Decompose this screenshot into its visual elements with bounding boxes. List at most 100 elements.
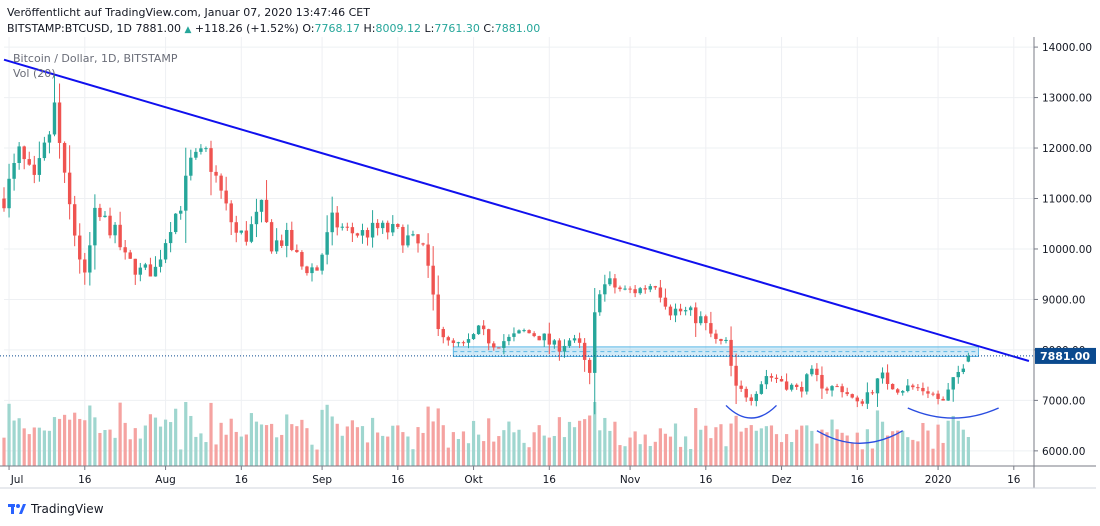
- candle-body: [461, 342, 466, 344]
- y-tick-label: 12000.00: [1042, 143, 1092, 155]
- volume-bar: [446, 447, 450, 466]
- candle-body: [244, 230, 249, 242]
- candle-body: [441, 329, 445, 338]
- volume-bar: [32, 427, 36, 466]
- candle-body: [542, 333, 546, 341]
- candle-body: [880, 372, 885, 379]
- volume-bar: [436, 408, 440, 466]
- volume-bar: [820, 429, 824, 466]
- volume-bar: [643, 434, 647, 466]
- candle-body: [355, 233, 360, 236]
- candle-body: [946, 389, 950, 401]
- candle-body: [158, 259, 163, 267]
- candle-body: [451, 340, 456, 343]
- volume-bar: [482, 441, 486, 466]
- volume-bar: [790, 442, 794, 466]
- x-axis-labels: Jul 16 Aug 16 Sep 16 Okt 16 Nov 16 Dez 16 2020 16: [8, 466, 1021, 486]
- volume-bar: [350, 420, 354, 466]
- close-value: 7881.00: [494, 22, 541, 35]
- volume-bar: [320, 409, 324, 466]
- volume-bar: [734, 415, 738, 466]
- candle-body: [234, 222, 238, 233]
- volume-bar: [214, 444, 218, 466]
- candle-body: [330, 212, 334, 233]
- volume-bar: [714, 427, 718, 466]
- volume-bar: [497, 436, 501, 466]
- volume-bar: [2, 437, 6, 466]
- volume-bar: [295, 426, 299, 466]
- volume-bar: [638, 444, 642, 466]
- volume-bar: [62, 414, 67, 466]
- volume-bar: [946, 420, 950, 466]
- volume-bar: [118, 402, 122, 466]
- candle-body: [431, 265, 435, 295]
- volume-bar: [588, 415, 592, 466]
- y-axis-labels: 14000.00 13000.00 12000.00 11000.00 10000.00…: [1034, 42, 1092, 458]
- candle-body: [810, 368, 814, 375]
- y-tick-label: 6000.00: [1042, 446, 1085, 458]
- candle-body: [562, 345, 567, 352]
- candle-body: [557, 340, 562, 352]
- volume-bar: [875, 410, 880, 466]
- volume-bar: [391, 425, 395, 466]
- candle-body: [168, 232, 173, 244]
- candle-body: [901, 391, 905, 393]
- volume-bar: [512, 432, 516, 466]
- x-tick-label: Sep: [312, 474, 332, 486]
- candle-body: [603, 284, 607, 295]
- candle-body: [628, 288, 632, 290]
- candle-body: [961, 368, 966, 372]
- trendline-path: [3, 58, 1030, 362]
- candle-body: [2, 198, 6, 209]
- volume-bar: [239, 436, 243, 466]
- volume-bar: [290, 424, 294, 466]
- candle-body: [931, 393, 935, 395]
- candle-body: [729, 339, 733, 366]
- candle-body: [633, 289, 637, 294]
- candle-body: [113, 224, 117, 236]
- candle-body: [62, 142, 67, 173]
- candle-body: [204, 148, 208, 150]
- pattern-arc: [816, 430, 904, 444]
- volume-bar: [532, 432, 536, 466]
- volume-bar: [133, 428, 137, 466]
- volume-bar: [961, 429, 965, 466]
- volume-bar: [179, 449, 183, 466]
- volume-bar: [466, 443, 471, 466]
- ohlc-line: BITSTAMP:BTCUSD, 1D 7881.00 ▲ +118.26 (+…: [7, 22, 540, 35]
- volume-bar: [426, 406, 430, 466]
- volume-bar: [68, 419, 72, 466]
- open-value: 7768.17: [314, 22, 361, 35]
- candle-body: [522, 330, 526, 332]
- candle-body: [699, 316, 703, 324]
- pattern-arcs: [725, 404, 999, 444]
- candle-body: [375, 222, 380, 229]
- candle-body: [320, 254, 324, 271]
- volume-bar: [138, 438, 142, 466]
- volume-bar: [98, 432, 102, 466]
- candle-body: [179, 210, 183, 214]
- candle-body: [744, 388, 748, 398]
- candle-body: [133, 258, 137, 275]
- chart-grid: [4, 37, 1034, 466]
- footer[interactable]: TradingView: [8, 500, 104, 518]
- candle-body: [532, 333, 536, 337]
- candle-body: [173, 213, 178, 233]
- candle-body: [936, 393, 940, 399]
- candle-body: [153, 266, 158, 277]
- volume-bar: [330, 416, 334, 466]
- candle-body: [259, 199, 264, 212]
- volume-bar: [593, 402, 597, 466]
- candle-body: [663, 297, 668, 307]
- candle-body: [219, 175, 223, 191]
- volume-bar: [699, 429, 703, 466]
- candle-body: [956, 371, 960, 378]
- y-tick-label: 13000.00: [1042, 93, 1092, 105]
- volume-bar: [502, 430, 506, 466]
- candle-body: [83, 259, 87, 273]
- volume-bar: [749, 425, 753, 466]
- volume-bar: [57, 418, 62, 466]
- candle-body: [911, 385, 915, 388]
- volume-bar: [709, 438, 713, 466]
